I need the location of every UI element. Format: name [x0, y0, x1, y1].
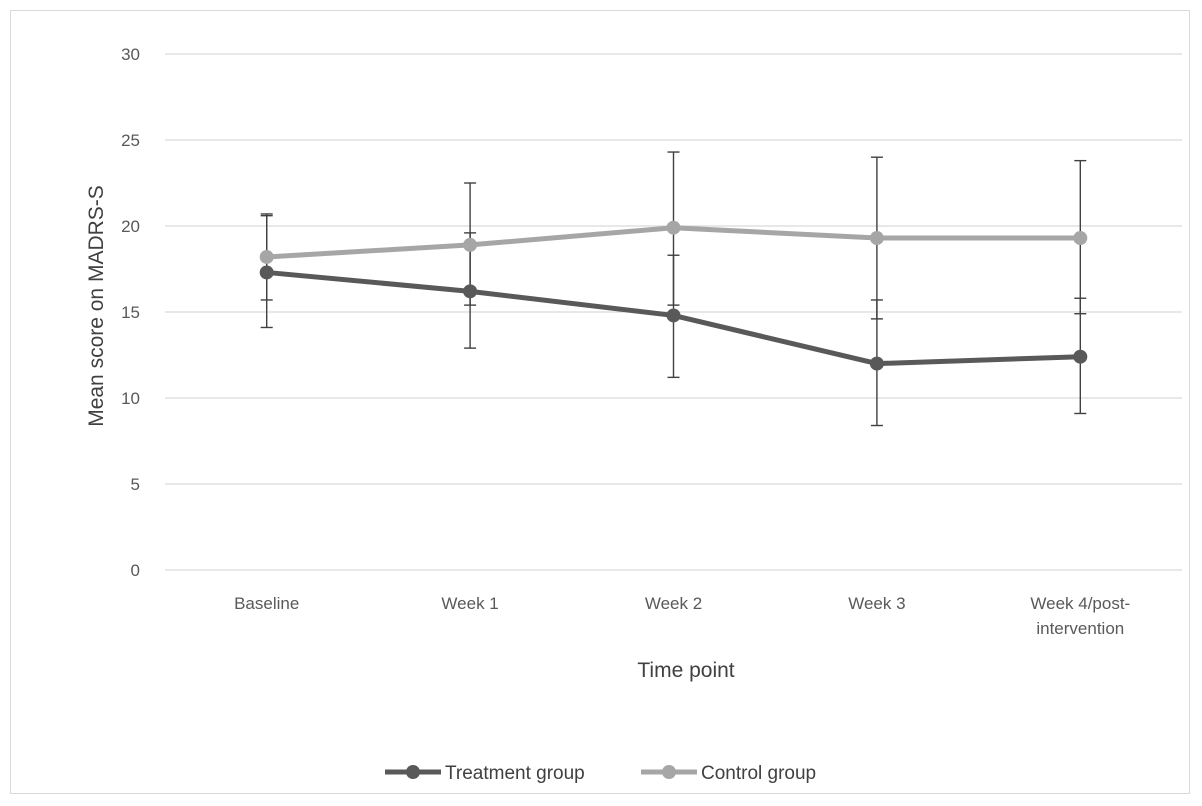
x-axis-ticks: Baseline Week 1 Week 2 Week 3 Week 4/post-in… — [234, 594, 1130, 638]
y-axis-title: Mean score on MADRS-S — [85, 185, 108, 427]
x-tick-label: Week 1 — [441, 594, 498, 613]
legend-item: Treatment group — [385, 763, 585, 784]
data-point — [1073, 349, 1088, 364]
legend-marker — [406, 765, 420, 779]
legend-label: Control group — [701, 763, 816, 784]
error-bars — [260, 151, 1087, 427]
data-point — [463, 237, 478, 252]
x-tick-label: Baseline — [234, 594, 299, 613]
data-point — [869, 231, 884, 246]
legend-label: Treatment group — [445, 763, 585, 784]
data-point — [869, 356, 884, 371]
y-tick-label: 10 — [121, 389, 140, 408]
data-point — [666, 220, 681, 235]
chart-area — [10, 10, 1190, 794]
x-tick-label: Week 2 — [645, 594, 702, 613]
legend-item: Control group — [641, 763, 816, 784]
y-tick-label: 15 — [121, 303, 140, 322]
y-axis-ticks: 0 5 10 15 20 25 30 — [121, 45, 140, 580]
data-point — [1073, 231, 1088, 246]
y-tick-label: 25 — [121, 131, 140, 150]
y-tick-label: 0 — [131, 561, 140, 580]
x-tick-label: Week 4/post-intervention — [1030, 594, 1130, 638]
data-point — [666, 308, 681, 323]
series-points — [259, 220, 1088, 371]
y-tick-label: 30 — [121, 45, 140, 64]
x-axis-title: Time point — [637, 659, 734, 682]
data-point — [259, 265, 274, 280]
data-point — [259, 249, 274, 264]
legend: Treatment group Control group — [385, 763, 816, 784]
x-tick-label: Week 3 — [848, 594, 905, 613]
y-tick-label: 20 — [121, 217, 140, 236]
data-point — [463, 284, 478, 299]
legend-marker — [662, 765, 676, 779]
y-tick-label: 5 — [131, 475, 140, 494]
